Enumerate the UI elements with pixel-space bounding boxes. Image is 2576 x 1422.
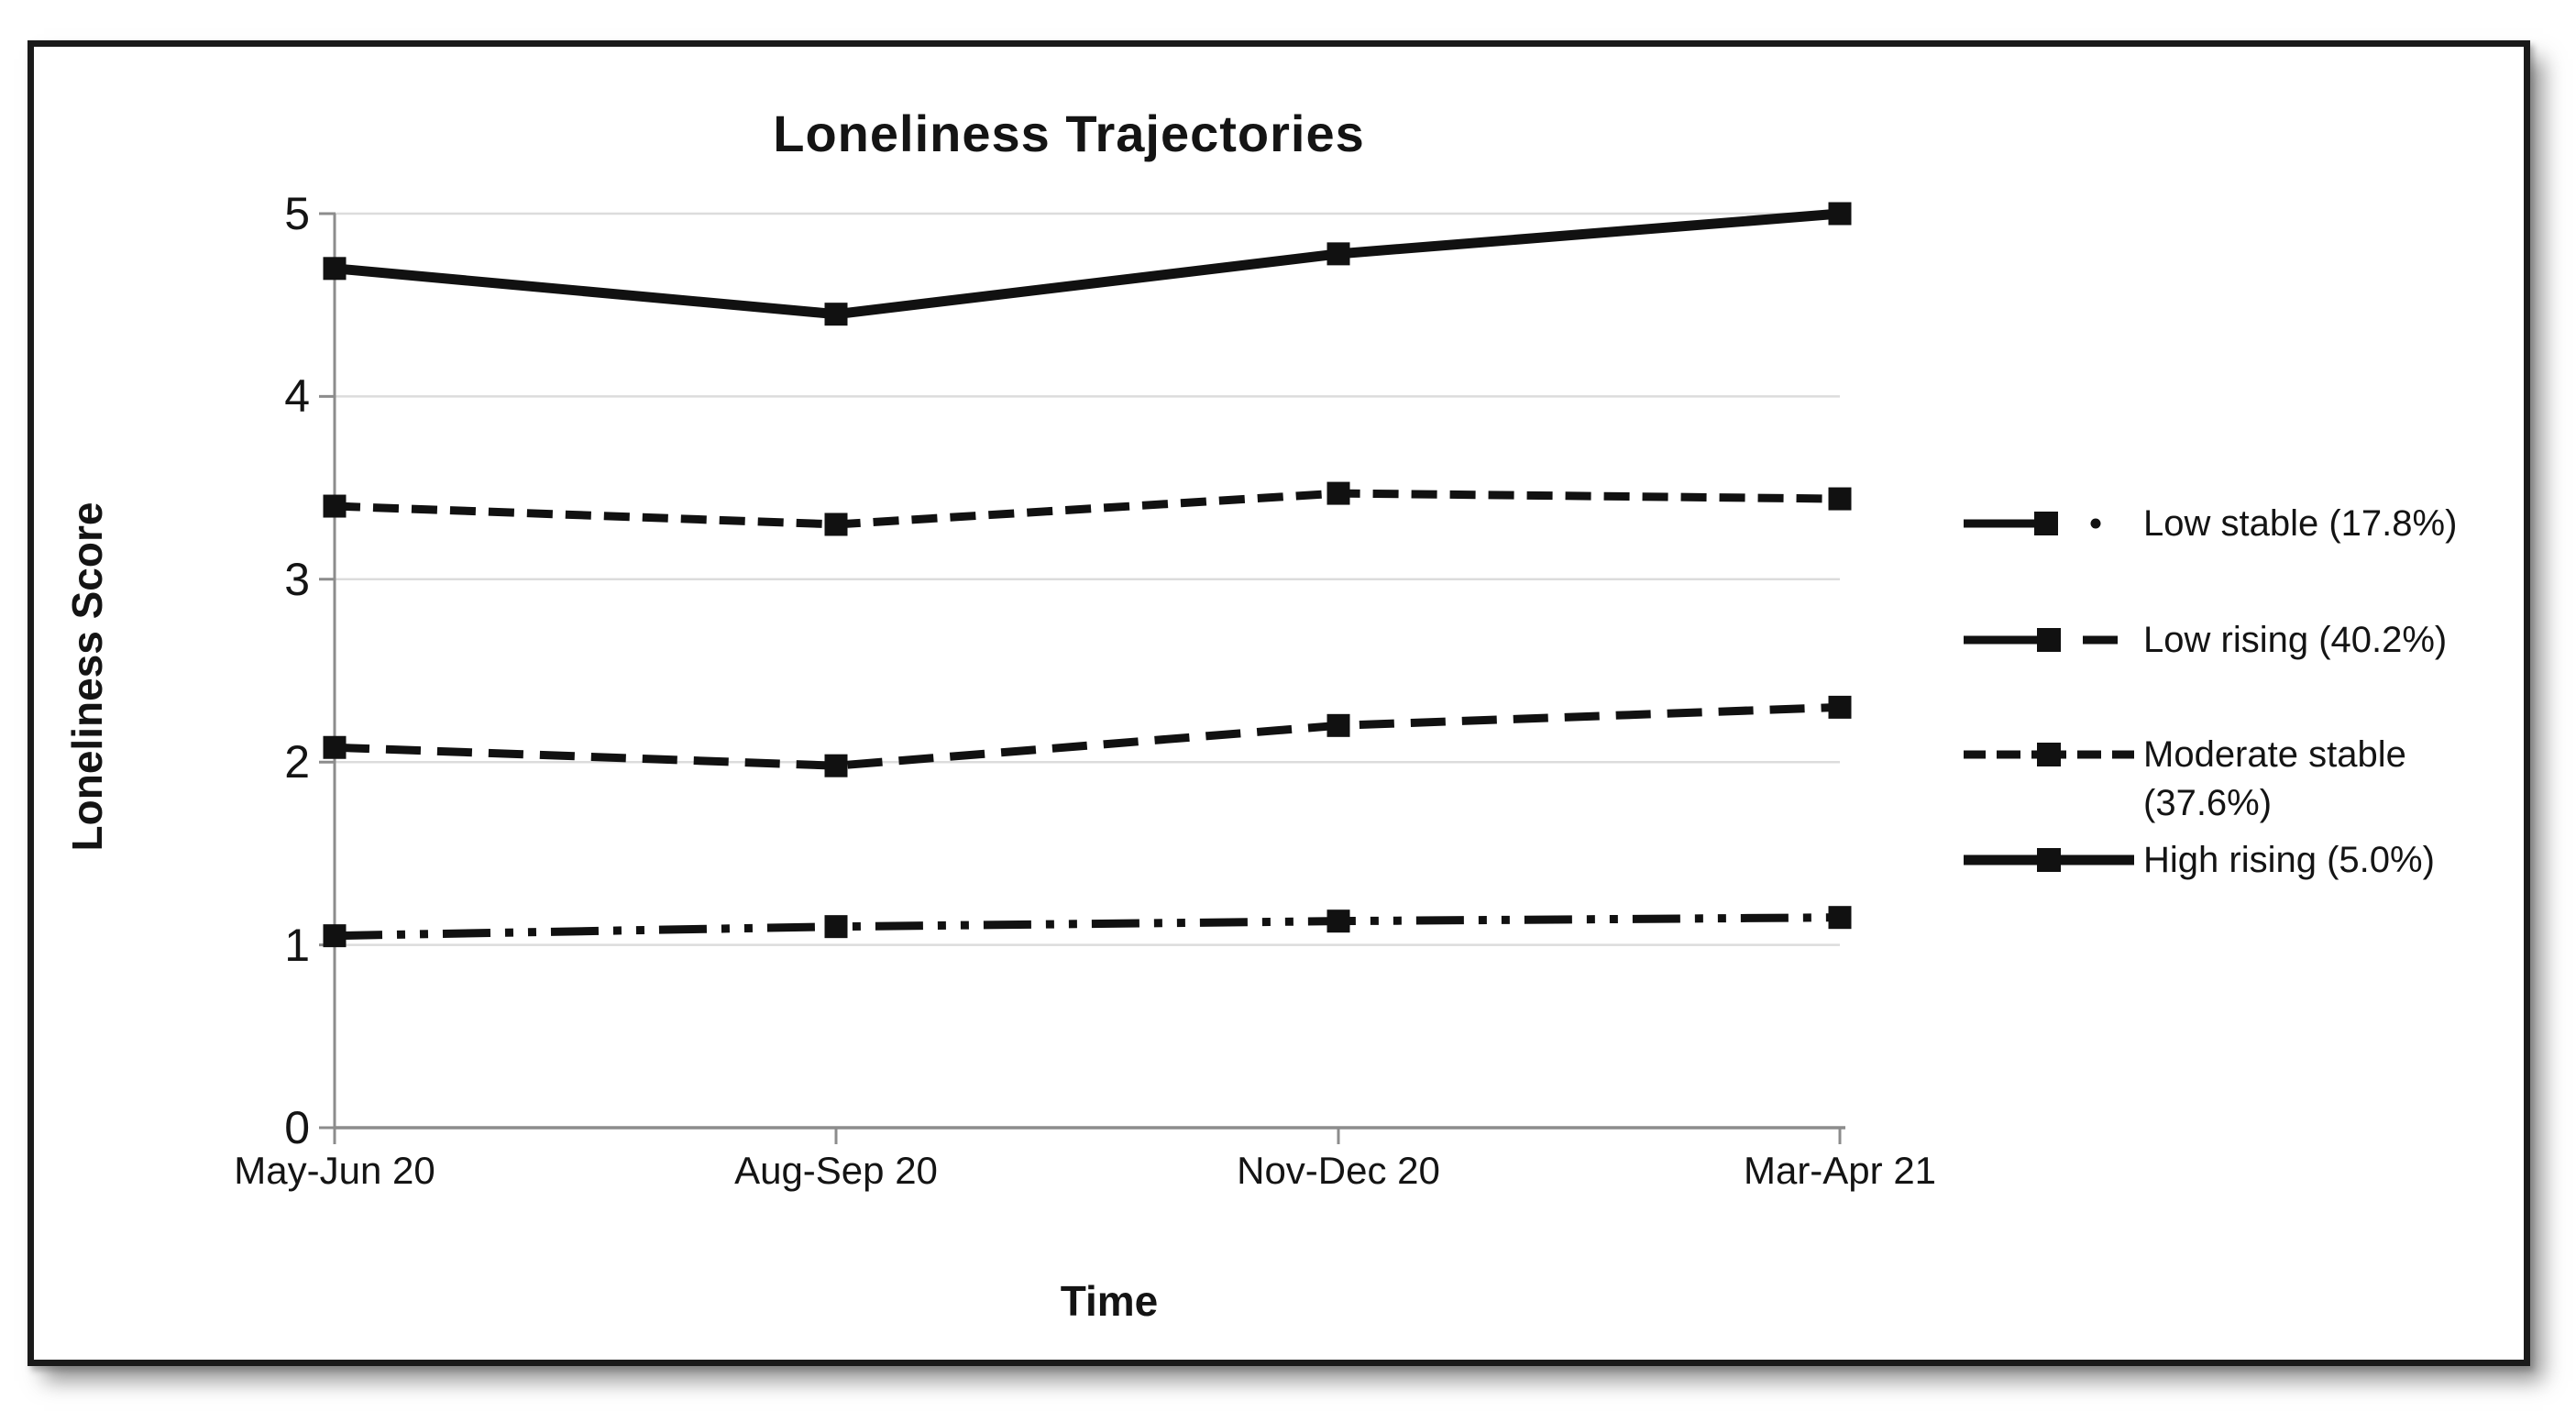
legend-dash-dot-line-icon: [1964, 512, 2101, 535]
legend-solid-line-icon: [1964, 848, 2134, 872]
legend-item-high-rising: High rising (5.0%): [1962, 836, 2519, 885]
x-axis-title: Time: [1060, 1277, 1159, 1325]
y-tick-label-1: 1: [284, 920, 310, 971]
legend-label: Moderate stable (37.6%): [2143, 734, 2406, 823]
legend-label: Low stable (17.8%): [2143, 503, 2458, 544]
legend-short-dash-line-icon: [1964, 743, 2134, 766]
legend-item-low-stable: Low stable (17.8%): [1962, 500, 2519, 548]
x-tick-label-2: Nov-Dec 20: [1237, 1149, 1440, 1192]
legend-label: Low rising (40.2%): [2143, 620, 2448, 660]
x-tick-label-0: May-Jun 20: [234, 1149, 435, 1192]
legend-item-moderate-stable: Moderate stable (37.6%): [1962, 731, 2519, 828]
y-tick-label-2: 2: [284, 736, 310, 788]
legend-item-low-rising: Low rising (40.2%): [1962, 616, 2519, 665]
chart-title: Loneliness Trajectories: [773, 105, 1365, 162]
y-tick-label-5: 5: [284, 188, 310, 239]
x-tick-label-3: Mar-Apr 21: [1743, 1149, 1937, 1192]
y-axis-title: Loneliness Score: [63, 502, 111, 852]
y-tick-label-0: 0: [284, 1102, 310, 1153]
y-tick-label-3: 3: [284, 554, 310, 605]
legend-label: High rising (5.0%): [2143, 840, 2435, 880]
x-tick-label-1: Aug-Sep 20: [734, 1149, 938, 1192]
legend-long-dash-line-icon: [1964, 628, 2118, 652]
y-tick-label-4: 4: [284, 370, 310, 422]
